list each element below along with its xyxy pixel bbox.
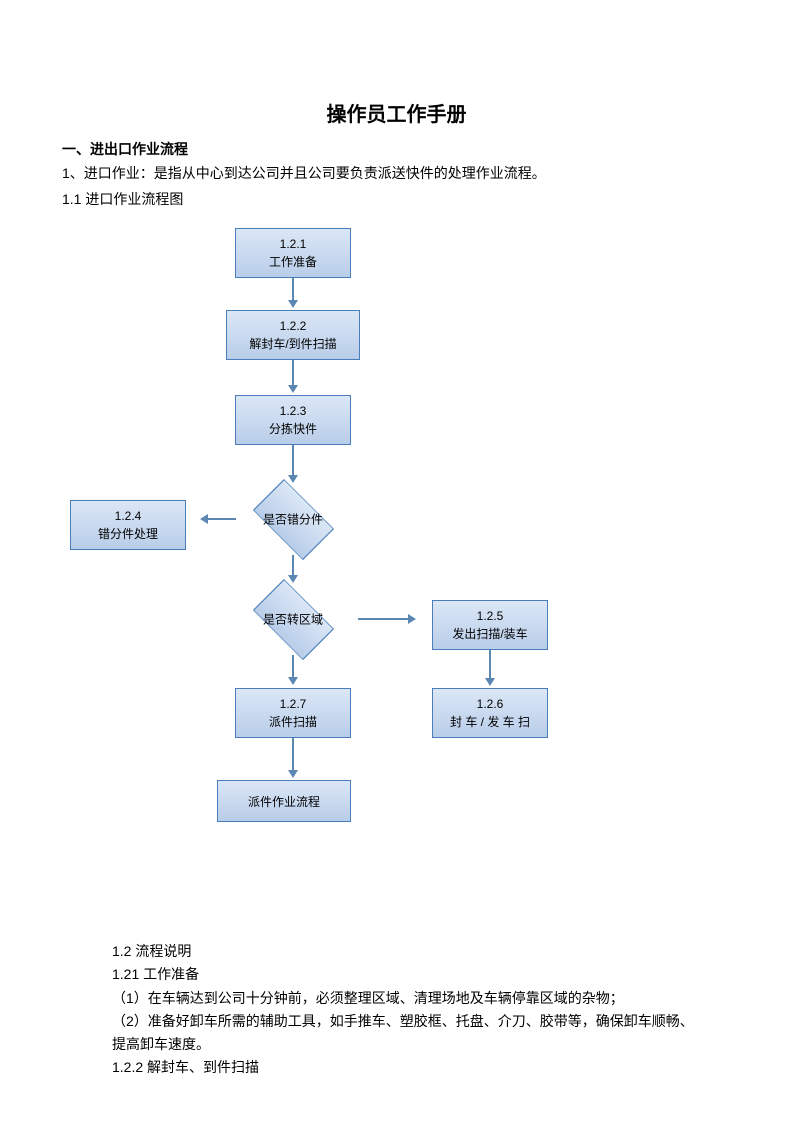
flow-node-n125: 1.2.5 发出扫描/装车: [432, 600, 548, 650]
node-number: 1.2.1: [280, 237, 307, 251]
sec-1-21-p1: （1）在车辆达到公司十分钟前，必须整理区域、清理场地及车辆停靠区域的杂物；: [112, 987, 698, 1009]
sec-1-2-2-heading: 1.2.2 解封车、到件扫描: [112, 1056, 698, 1078]
node-number: 1.2.5: [477, 609, 504, 623]
flow-node-n123: 1.2.3 分拣快件: [235, 395, 351, 445]
flow-node-n121: 1.2.1 工作准备: [235, 228, 351, 278]
flow-arrow-2: [286, 445, 300, 483]
node-number: 1.2.6: [477, 697, 504, 711]
flow-arrow-8: [286, 738, 300, 778]
intro-text: 1、进口作业：是指从中心到达公司并且公司要负责派送快件的处理作业流程。: [62, 163, 731, 185]
sec-1-2-heading: 1.2 流程说明: [112, 940, 698, 962]
sec-1-21-p2: （2）准备好卸车所需的辅助工具，如手推车、塑胶框、托盘、介刀、胶带等，确保卸车顺…: [112, 1010, 698, 1055]
decision-label: 是否错分件: [263, 510, 323, 527]
description-block: 1.2 流程说明 1.21 工作准备 （1）在车辆达到公司十分钟前，必须整理区域…: [112, 940, 698, 1079]
node-label: 派件扫描: [269, 713, 317, 730]
flow-arrow-4: [286, 555, 300, 583]
node-label: 工作准备: [269, 253, 317, 270]
node-label: 派件作业流程: [248, 793, 320, 810]
flow-node-n122: 1.2.2 解封车/到件扫描: [226, 310, 360, 360]
node-label: 错分件处理: [98, 525, 158, 542]
node-number: 1.2.7: [280, 697, 307, 711]
flowchart: 1.2.1 工作准备 1.2.2 解封车/到件扫描 1.2.3 分拣快件是否错分件 1.2.…: [0, 210, 793, 910]
flow-arrow-3: [200, 512, 236, 526]
node-label: 封 车 / 发 车 扫: [450, 713, 530, 730]
sub-1-1: 1.1 进口作业流程图: [62, 189, 793, 209]
page-title: 操作员工作手册: [0, 0, 793, 127]
node-label: 发出扫描/装车: [452, 625, 527, 642]
section1-heading: 一、进出口作业流程: [62, 139, 793, 159]
node-label: 解封车/到件扫描: [249, 335, 336, 352]
flow-node-nEnd: 派件作业流程: [217, 780, 351, 822]
flow-node-n127: 1.2.7 派件扫描: [235, 688, 351, 738]
flow-node-n124: 1.2.4 错分件处理: [70, 500, 186, 550]
node-number: 1.2.3: [280, 404, 307, 418]
flow-decision-d2: 是否转区域: [264, 590, 323, 649]
flow-node-n126: 1.2.6 封 车 / 发 车 扫: [432, 688, 548, 738]
flow-arrow-6: [286, 655, 300, 685]
sec-1-21-heading: 1.21 工作准备: [112, 963, 698, 985]
decision-label: 是否转区域: [263, 610, 323, 627]
flow-arrow-0: [286, 278, 300, 308]
node-number: 1.2.2: [280, 319, 307, 333]
flow-decision-d1: 是否错分件: [264, 490, 323, 549]
node-number: 1.2.4: [115, 509, 142, 523]
flow-arrow-7: [483, 650, 497, 686]
flow-arrow-5: [358, 612, 416, 626]
node-label: 分拣快件: [269, 420, 317, 437]
flow-arrow-1: [286, 360, 300, 393]
